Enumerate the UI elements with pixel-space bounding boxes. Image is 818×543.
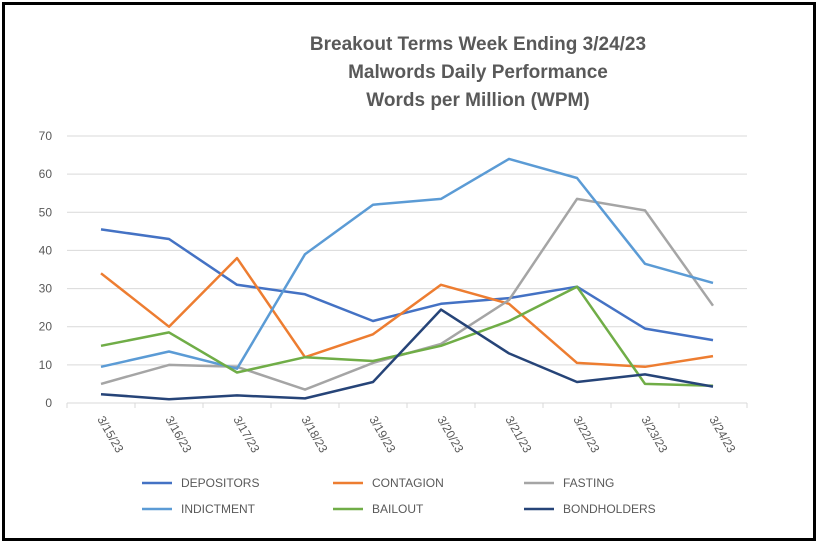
y-tick-label: 50 [39, 205, 53, 219]
x-tick-label: 3/18/23 [298, 414, 330, 456]
series-line-depositors [100, 228, 714, 342]
x-tick-label: 3/17/23 [230, 414, 262, 456]
legend-label: DEPOSITORS [181, 476, 259, 490]
x-tick-label: 3/19/23 [366, 414, 398, 456]
series-line-bailout [100, 285, 714, 388]
series-line-contagion [100, 256, 714, 369]
x-tick-label: 3/21/23 [502, 414, 534, 456]
y-tick-label: 10 [39, 358, 53, 372]
y-tick-label: 70 [39, 129, 53, 143]
series-line-bondholders [100, 308, 714, 401]
legend-label: FASTING [563, 476, 614, 490]
chart-title-line-2: Malwords Daily Performance [348, 62, 608, 83]
x-tick-label: 3/24/23 [706, 414, 738, 456]
x-tick-label: 3/22/23 [570, 414, 602, 456]
legend-label: BAILOUT [372, 502, 424, 516]
legend-label: BONDHOLDERS [563, 502, 656, 516]
y-tick-label: 60 [39, 167, 53, 181]
x-tick-label: 3/20/23 [434, 414, 466, 456]
x-tick-label: 3/15/23 [94, 414, 126, 456]
series-line-indictment [100, 157, 714, 370]
chart-title: Breakout Terms Week Ending 3/24/23 Malwo… [310, 34, 646, 111]
y-tick-label: 30 [39, 282, 53, 296]
x-tick-label: 3/16/23 [162, 414, 194, 456]
y-tick-label: 0 [45, 396, 52, 410]
chart-title-line-1: Breakout Terms Week Ending 3/24/23 [310, 34, 646, 55]
x-tick-label: 3/23/23 [638, 414, 670, 456]
chart-title-line-3: Words per Million (WPM) [366, 90, 589, 111]
legend-label: CONTAGION [372, 476, 444, 490]
y-tick-label: 40 [39, 243, 53, 257]
y-tick-label: 20 [39, 320, 53, 334]
legend-label: INDICTMENT [181, 502, 256, 516]
series-line-fasting [100, 197, 715, 391]
